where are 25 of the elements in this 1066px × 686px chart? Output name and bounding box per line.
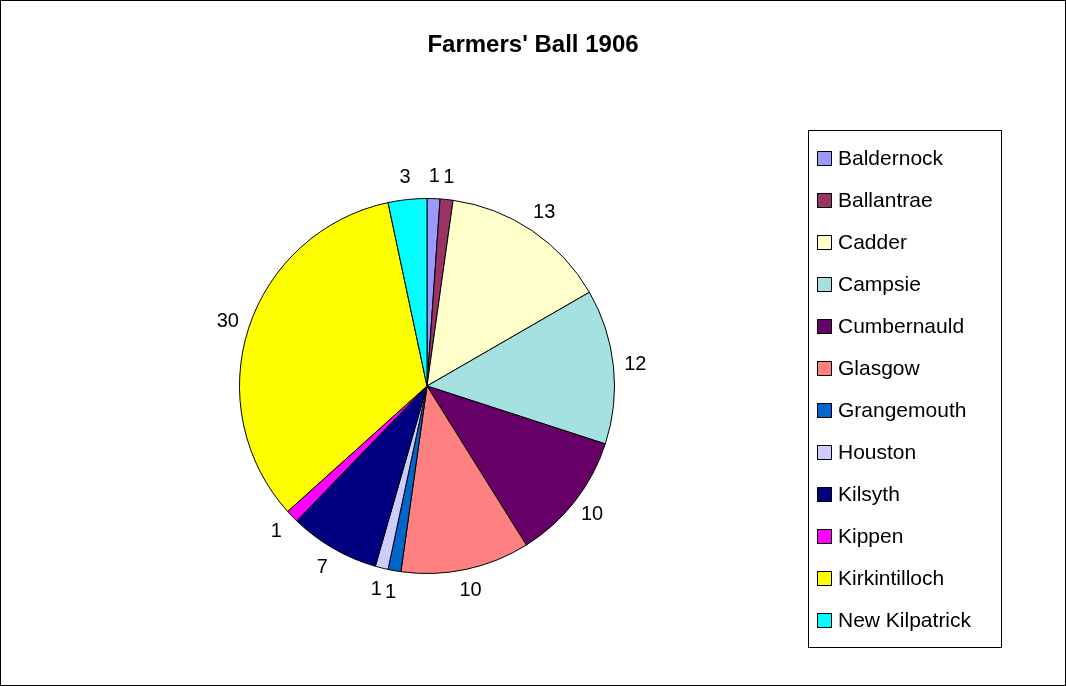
legend-label: Grangemouth	[838, 398, 967, 422]
data-label: 3	[399, 165, 411, 188]
data-label: 12	[624, 351, 647, 374]
legend-label: Cumbernauld	[838, 314, 965, 338]
legend-label: Campsie	[838, 272, 921, 296]
chart-title: Farmers' Ball 1906	[426, 30, 640, 58]
legend-label: New Kilpatrick	[838, 608, 972, 632]
data-label: 1	[270, 519, 282, 542]
legend-label: Kilsyth	[838, 482, 900, 506]
data-label: 10	[459, 578, 482, 601]
legend-label: Cadder	[838, 230, 907, 254]
legend-label: Baldernock	[838, 146, 944, 170]
data-label: 1	[385, 579, 397, 602]
data-label: 7	[316, 554, 328, 577]
legend-label: Ballantrae	[838, 188, 933, 212]
data-label: 10	[580, 502, 604, 525]
data-label: 13	[533, 199, 556, 222]
legend-label: Glasgow	[838, 356, 920, 380]
data-label: 1	[428, 164, 440, 187]
data-label: 1	[443, 165, 455, 188]
data-label: 1	[370, 576, 382, 599]
data-label: 30	[216, 308, 239, 331]
legend-label: Kirkintilloch	[838, 566, 945, 590]
legend-label: Houston	[838, 440, 917, 464]
legend-label: Kippen	[838, 524, 904, 548]
